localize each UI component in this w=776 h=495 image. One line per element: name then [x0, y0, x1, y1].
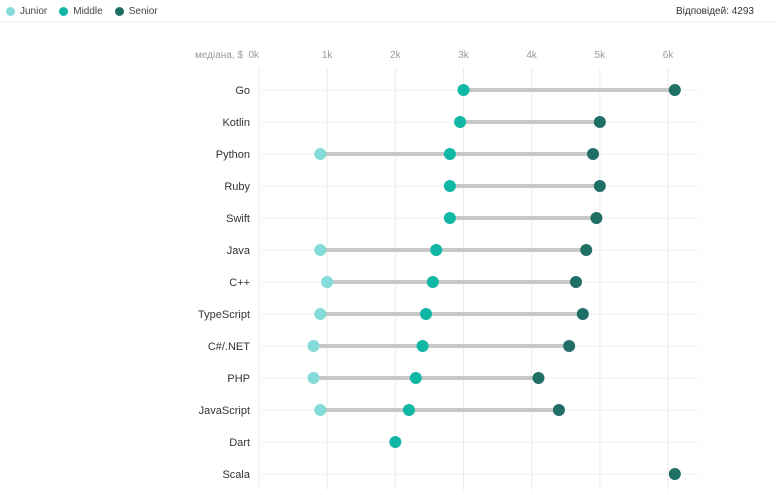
dot-middle — [457, 84, 470, 96]
category-label-dart: Dart — [229, 437, 250, 449]
legend-item-senior[interactable]: Senior — [114, 5, 158, 17]
responses-value: 4293 — [731, 5, 754, 17]
x-tick-label-0: 0k — [248, 50, 260, 61]
dot-junior — [314, 148, 327, 160]
dot-senior — [668, 468, 681, 480]
category-label-kotlin: Kotlin — [222, 117, 250, 129]
dot-middle — [454, 116, 467, 128]
category-label-swift: Swift — [226, 213, 250, 225]
category-label-typescript: TypeScript — [198, 309, 250, 321]
legend-marker-junior — [6, 6, 15, 16]
x-tick-label-3: 3k — [458, 50, 470, 61]
dot-middle — [409, 372, 422, 384]
legend-item-middle[interactable]: Middle — [59, 5, 103, 17]
dot-senior — [576, 308, 589, 320]
dot-middle — [426, 276, 439, 288]
category-label-scala: Scala — [222, 469, 250, 481]
category-label-c-net: C#/.NET — [208, 341, 250, 353]
dot-senior — [593, 116, 606, 128]
dot-junior — [314, 308, 327, 320]
dot-senior — [580, 244, 593, 256]
legend-label-junior: Junior — [20, 5, 48, 17]
category-label-go: Go — [235, 85, 250, 97]
x-tick-label-5: 5k — [595, 50, 607, 61]
dot-middle — [443, 212, 456, 224]
header-divider — [0, 21, 776, 22]
dot-middle — [430, 244, 443, 256]
dot-senior — [569, 276, 582, 288]
legend-marker-middle — [59, 6, 69, 16]
x-tick-label-4: 4k — [526, 50, 538, 61]
x-tick-label-1: 1k — [322, 50, 334, 61]
dot-middle — [443, 180, 456, 192]
category-label-javascript: JavaScript — [199, 405, 250, 417]
responses-count: Відповідей: 4293 — [676, 3, 754, 19]
legend-marker-senior — [114, 6, 124, 16]
legend-item-junior[interactable]: Junior — [6, 6, 47, 17]
category-label-c-: C++ — [229, 277, 250, 289]
x-tick-label-2: 2k — [390, 50, 402, 61]
category-label-java: Java — [227, 245, 251, 257]
dot-junior — [314, 244, 327, 256]
dot-senior — [563, 340, 576, 352]
responses-label: Відповідей: — [675, 5, 729, 17]
dot-middle — [402, 404, 415, 416]
category-label-ruby: Ruby — [224, 181, 250, 193]
dot-junior — [307, 340, 320, 352]
dot-senior — [552, 404, 565, 416]
dot-senior — [593, 180, 606, 192]
legend-label-senior: Senior — [128, 5, 158, 17]
x-axis-label: медіана, $ — [195, 50, 243, 61]
dot-senior — [590, 212, 603, 224]
legend-label-middle: Middle — [73, 5, 103, 17]
dot-middle — [420, 308, 433, 320]
legend: Junior Middle Senior — [6, 3, 170, 19]
dot-senior — [587, 148, 600, 160]
dot-junior — [321, 276, 334, 288]
dot-senior — [668, 84, 681, 96]
dot-junior — [314, 404, 327, 416]
category-label-python: Python — [216, 149, 250, 161]
dot-senior — [532, 372, 545, 384]
dot-middle — [416, 340, 429, 352]
category-label-php: PHP — [227, 373, 250, 385]
dot-middle — [389, 436, 402, 448]
dot-middle — [443, 148, 456, 160]
x-tick-label-6: 6k — [663, 50, 675, 61]
dot-junior — [307, 372, 320, 384]
